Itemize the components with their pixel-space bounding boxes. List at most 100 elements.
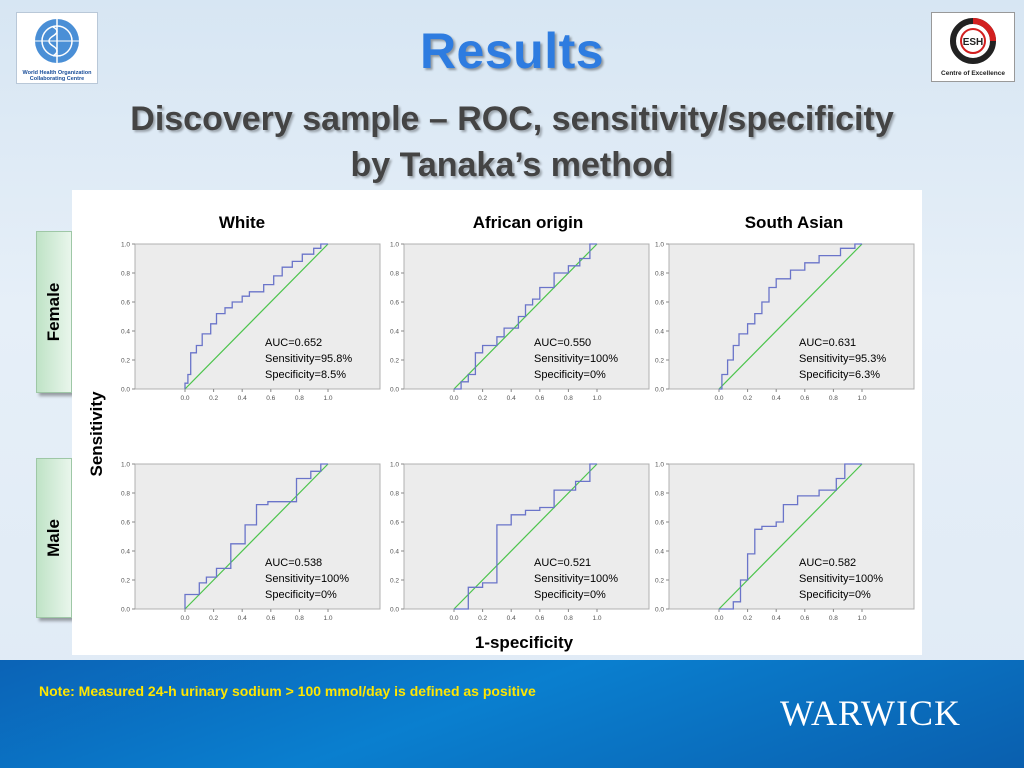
y-tick-label: 1.0 — [121, 242, 130, 249]
y-tick-label: 0.4 — [390, 329, 399, 336]
y-tick-label: 0.8 — [655, 491, 664, 498]
y-tick-label: 0.4 — [121, 329, 130, 336]
x-tick-label: 0.0 — [180, 615, 189, 622]
y-tick-label: 0.0 — [655, 607, 664, 614]
y-tick-label: 0.6 — [655, 300, 664, 307]
x-tick-label: 0.2 — [478, 395, 487, 402]
roc-curve — [454, 243, 597, 390]
x-tick-label: 1.0 — [592, 615, 601, 622]
roc-panel-female-2: 0.0 0.0 0.2 0.2 0.4 0.4 0.6 0.6 0.8 0.8 1.0 1.0 AUC=… — [655, 242, 915, 402]
y-tick-label: 0.0 — [655, 387, 664, 394]
x-tick-label: 0.6 — [535, 395, 544, 402]
y-tick-label: 0.8 — [121, 271, 130, 278]
esh-logo-text-1: ESH — [963, 37, 984, 48]
x-tick-label: 0.0 — [449, 395, 458, 402]
y-tick-label: 0.0 — [121, 607, 130, 614]
plot-background — [403, 243, 650, 390]
who-logo-text-2: Collaborating Centre — [30, 76, 84, 82]
page-subtitle: Discovery sample – ROC, sensitivity/spec… — [0, 96, 1024, 188]
specificity-label: Specificity=0% — [534, 369, 606, 381]
y-tick-label: 0.0 — [390, 387, 399, 394]
footer-banner — [0, 660, 1024, 768]
y-tick-label: 1.0 — [121, 462, 130, 469]
plot-background — [403, 463, 650, 610]
y-tick-label: 0.0 — [390, 607, 399, 614]
x-tick-label: 0.8 — [564, 615, 573, 622]
x-tick-label: 0.2 — [209, 615, 218, 622]
x-tick-label: 0.0 — [714, 615, 723, 622]
roc-curve — [184, 243, 328, 389]
y-tick-label: 0.2 — [390, 358, 399, 365]
y-tick-label: 0.4 — [655, 329, 664, 336]
x-tick-label: 0.4 — [772, 395, 781, 402]
row-label-female: Female — [44, 282, 63, 342]
x-tick-label: 0.6 — [800, 395, 809, 402]
y-tick-label: 0.2 — [121, 358, 130, 365]
x-tick-label: 0.2 — [209, 395, 218, 402]
y-tick-label: 0.6 — [655, 520, 664, 527]
y-tick-label: 1.0 — [390, 242, 399, 249]
roc-curve — [454, 463, 597, 610]
specificity-label: Specificity=0% — [265, 589, 337, 601]
roc-panel-female-1: 0.0 0.0 0.2 0.2 0.4 0.4 0.6 0.6 0.8 0.8 1.0 1.0 AUC=… — [390, 242, 650, 402]
x-tick-label: 0.6 — [266, 395, 275, 402]
who-logo-text-1: World Health Organization — [23, 70, 93, 76]
roc-chart-panel: White African origin South Asian Sensitivit… — [72, 190, 922, 655]
column-title-1: African origin — [473, 213, 584, 232]
column-title-2: South Asian — [745, 213, 844, 232]
x-tick-label: 0.8 — [564, 395, 573, 402]
x-tick-label: 0.4 — [238, 615, 247, 622]
auc-label: AUC=0.521 — [534, 557, 591, 569]
x-tick-label: 0.0 — [714, 395, 723, 402]
footer-note: Note: Measured 24-h urinary sodium > 100… — [39, 683, 536, 699]
sensitivity-label: Sensitivity=100% — [265, 573, 349, 585]
x-tick-label: 0.4 — [507, 395, 516, 402]
y-tick-label: 0.2 — [655, 578, 664, 585]
y-tick-label: 0.0 — [121, 387, 130, 394]
y-tick-label: 0.8 — [655, 271, 664, 278]
specificity-label: Specificity=8.5% — [265, 369, 346, 381]
plot-background — [134, 243, 381, 390]
x-tick-label: 1.0 — [323, 615, 332, 622]
subtitle-line-2: by Tanaka’s method — [350, 146, 674, 184]
y-tick-label: 0.8 — [390, 491, 399, 498]
column-title-0: White — [219, 213, 265, 232]
y-tick-label: 0.4 — [655, 549, 664, 556]
reference-diagonal — [184, 463, 329, 610]
subtitle-line-1: Discovery sample – ROC, sensitivity/spec… — [130, 100, 894, 138]
x-tick-label: 0.0 — [180, 395, 189, 402]
reference-diagonal — [718, 243, 863, 390]
roc-curve — [184, 463, 328, 609]
auc-label: AUC=0.538 — [265, 557, 322, 569]
x-tick-label: 0.8 — [829, 395, 838, 402]
y-tick-label: 0.6 — [121, 300, 130, 307]
row-label-male: Male — [44, 519, 63, 557]
x-tick-label: 1.0 — [857, 615, 866, 622]
x-tick-label: 0.4 — [238, 395, 247, 402]
roc-panel-male-0: 0.0 0.0 0.2 0.2 0.4 0.4 0.6 0.6 0.8 0.8 1.0 1.0 AUC=… — [121, 462, 381, 622]
y-tick-label: 0.8 — [121, 491, 130, 498]
y-tick-label: 0.6 — [390, 300, 399, 307]
y-tick-label: 1.0 — [655, 242, 664, 249]
esh-logo: ESH Centre of Excellence — [931, 12, 1015, 82]
x-axis-label: 1-specificity — [475, 633, 574, 652]
x-tick-label: 0.6 — [266, 615, 275, 622]
y-tick-label: 0.2 — [390, 578, 399, 585]
x-tick-label: 0.0 — [449, 615, 458, 622]
specificity-label: Specificity=0% — [799, 589, 871, 601]
who-logo: World Health Organization Collaborating … — [16, 12, 98, 84]
roc-panel-male-2: 0.0 0.0 0.2 0.2 0.4 0.4 0.6 0.6 0.8 0.8 1.0 1.0 AUC=… — [655, 462, 915, 622]
x-tick-label: 0.6 — [800, 615, 809, 622]
x-tick-label: 0.4 — [507, 615, 516, 622]
reference-diagonal — [184, 243, 329, 390]
y-tick-label: 1.0 — [390, 462, 399, 469]
x-tick-label: 0.2 — [743, 615, 752, 622]
x-tick-label: 0.6 — [535, 615, 544, 622]
sensitivity-label: Sensitivity=95.3% — [799, 353, 886, 365]
y-tick-label: 0.6 — [390, 520, 399, 527]
y-tick-label: 0.4 — [390, 549, 399, 556]
y-tick-label: 0.2 — [121, 578, 130, 585]
sensitivity-label: Sensitivity=100% — [534, 353, 618, 365]
plot-background — [668, 463, 915, 610]
auc-label: AUC=0.652 — [265, 337, 322, 349]
